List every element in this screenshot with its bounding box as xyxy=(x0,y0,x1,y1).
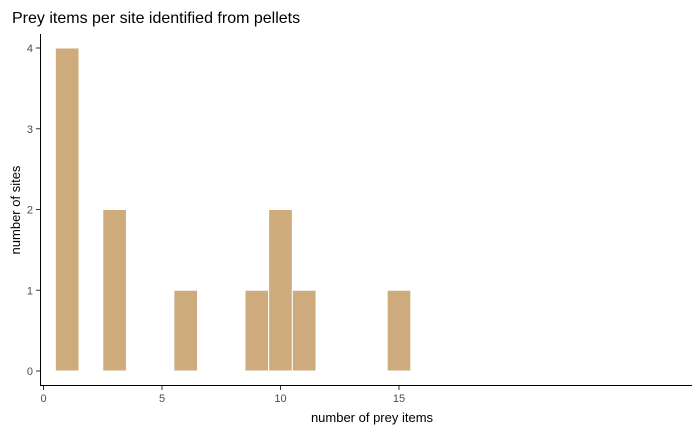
x-tick-label: 10 xyxy=(274,393,286,405)
bars-group xyxy=(54,47,412,372)
x-tick-label: 0 xyxy=(40,393,46,405)
y-ticks-group: 0 1 2 3 4 xyxy=(27,43,40,378)
histogram-bar xyxy=(386,289,412,372)
y-tick-label: 3 xyxy=(27,124,33,136)
histogram-bar xyxy=(54,47,80,372)
y-tick-label: 0 xyxy=(27,366,33,378)
x-tick-label: 15 xyxy=(393,393,405,405)
histogram-bar xyxy=(244,289,270,372)
y-tick-label: 2 xyxy=(27,205,33,217)
x-axis-title: number of prey items xyxy=(311,410,434,425)
histogram-bar xyxy=(102,209,127,372)
histogram-bar xyxy=(268,209,293,372)
x-ticks-group: 0 5 10 15 xyxy=(40,386,405,405)
chart-title: Prey items per site identified from pell… xyxy=(12,10,300,27)
histogram-bar xyxy=(291,289,317,372)
x-tick-label: 5 xyxy=(159,393,165,405)
y-axis-title: number of sites xyxy=(8,165,23,254)
y-tick-label: 1 xyxy=(27,285,33,297)
y-tick-label: 4 xyxy=(27,43,33,55)
histogram-bar xyxy=(173,289,199,372)
